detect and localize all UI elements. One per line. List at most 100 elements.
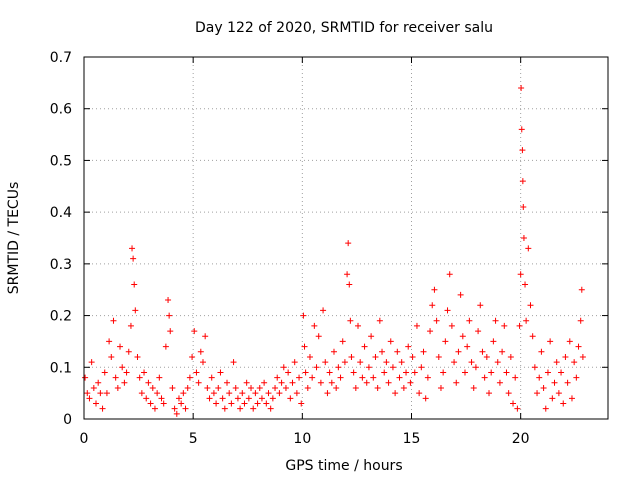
data-point [293,390,300,397]
data-point [444,307,451,314]
data-point [186,374,193,381]
data-point [529,333,536,340]
data-point [99,405,106,412]
data-point [282,384,289,391]
data-point [213,400,220,407]
data-point [108,353,115,360]
data-point [416,390,423,397]
data-point [376,317,383,324]
plot-frame [83,56,609,420]
data-point [156,374,163,381]
data-point [363,379,370,386]
data-point [302,369,309,376]
data-point [306,353,313,360]
data-point [237,405,244,412]
data-point [276,390,283,397]
data-point [106,338,113,345]
data-point [296,374,303,381]
data-point [184,384,191,391]
data-point [149,384,156,391]
x-tick-label: 20 [512,431,530,447]
data-point [167,328,174,335]
data-point [540,384,547,391]
y-tick-label: 0.1 [50,360,72,376]
x-tick-label: 5 [189,431,198,447]
data-point [365,364,372,371]
data-point [88,359,95,366]
data-point [95,379,102,386]
data-point [147,400,154,407]
data-point [309,374,316,381]
data-point [440,369,447,376]
y-tick-label: 0.4 [50,205,72,221]
data-point [451,359,458,366]
data-point [344,271,351,278]
data-point [510,400,517,407]
data-point [523,317,530,324]
data-point [566,338,573,345]
data-point [173,410,180,417]
data-point [130,255,137,262]
data-point [387,338,394,345]
data-point [514,405,521,412]
data-point [470,384,477,391]
data-point [472,364,479,371]
data-point [195,379,202,386]
data-point [427,328,434,335]
data-point [141,369,148,376]
data-point [230,359,237,366]
data-point [494,359,501,366]
data-point [326,369,333,376]
y-tick-labels: 0 0.1 0.2 0.3 0.4 0.5 0.6 0.7 [50,50,72,428]
data-point [479,348,486,355]
data-point [330,348,337,355]
data-point [261,379,268,386]
data-point [114,384,121,391]
y-tick-label: 0.6 [50,102,72,118]
data-point [534,390,541,397]
data-point [352,384,359,391]
data-point [560,400,567,407]
data-point [389,364,396,371]
data-point [466,317,473,324]
data-point [345,240,352,247]
data-point [250,405,257,412]
data-point [84,390,91,397]
data-point [134,353,141,360]
data-point [448,322,455,329]
data-point [551,379,558,386]
data-point [313,364,320,371]
data-point [464,343,471,350]
data-point [518,85,525,92]
data-point [86,395,93,402]
data-point [180,390,187,397]
data-point [208,374,215,381]
data-point [481,374,488,381]
data-point [219,395,226,402]
data-point [232,384,239,391]
data-point [525,245,532,252]
data-point [385,379,392,386]
data-point [158,395,165,402]
data-point [562,353,569,360]
data-point [298,400,305,407]
data-point [527,302,534,309]
data-point [328,379,335,386]
data-point [573,374,580,381]
data-point [315,333,322,340]
data-point [166,312,173,319]
data-point [243,379,250,386]
data-point [101,369,108,376]
data-point [197,348,204,355]
data-point [341,359,348,366]
data-point [93,400,100,407]
data-point [324,390,331,397]
data-point [392,390,399,397]
data-point [145,379,152,386]
data-points [82,85,586,417]
data-point [422,395,429,402]
data-point [320,307,327,314]
data-point [258,395,265,402]
data-point [418,364,425,371]
